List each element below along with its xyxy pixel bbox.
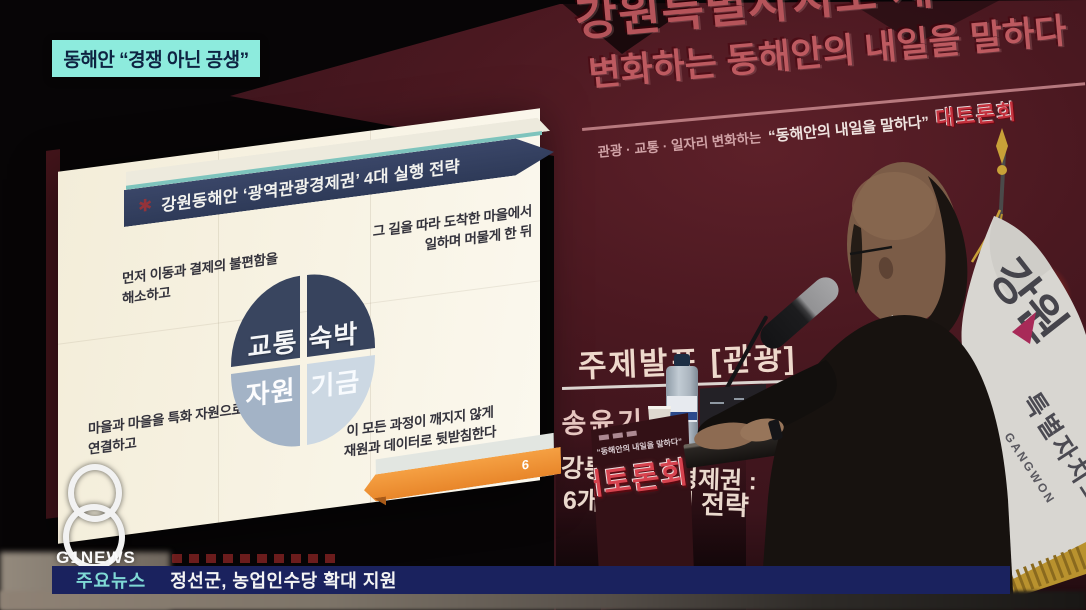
slide-page-number: 6	[521, 456, 530, 473]
gear-flower-icon: ✱	[138, 194, 153, 216]
quadrant-diagram: 교통 숙박 자원 기금	[231, 265, 375, 455]
ticker-label: 주요뉴스	[76, 571, 147, 591]
cropped-caption-fragment	[172, 554, 340, 563]
slide-footer-arrow-fold	[374, 496, 386, 507]
slide-note-top-right: 그 길을 따라 도착한 마을에서 일하며 머물게 한 뒤	[372, 203, 532, 253]
podium-sign-header	[598, 430, 637, 441]
channel-logo: G1NEWS	[50, 460, 142, 570]
headline-badge: 동해안 “경쟁 아닌 공생”	[52, 40, 260, 77]
ticker-headline: 정선군, 농업인수당 확대 지원	[170, 571, 397, 591]
quadrant-lodging: 숙박	[306, 265, 375, 357]
quadrant-transport: 교통	[231, 275, 300, 367]
quadrant-fund: 기금	[306, 354, 375, 446]
laptop-mark	[710, 402, 724, 404]
laptop-mark	[734, 398, 744, 400]
quadrant-resources: 자원	[231, 364, 300, 455]
channel-name: G1NEWS	[56, 548, 136, 567]
slide-note-bottom-left: 마을과 마을을 특화 자원으로 연결하고	[88, 401, 244, 458]
news-ticker: 주요뉴스 정선군, 농업인수당 확대 지원	[52, 566, 1010, 594]
bottle-cap	[674, 354, 690, 367]
